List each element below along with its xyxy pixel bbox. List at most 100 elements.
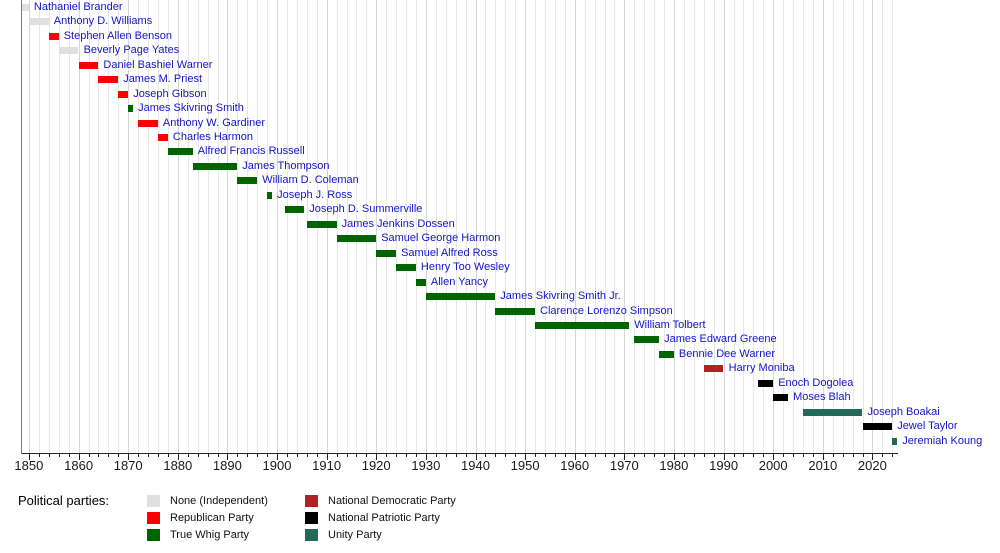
- gridline: [108, 0, 110, 453]
- axis-tick: [286, 454, 288, 457]
- person-name-link[interactable]: William Tolbert: [634, 318, 706, 331]
- gridline: [614, 0, 616, 453]
- axis-tick: [38, 454, 40, 457]
- axis-tick-label: 1860: [64, 458, 94, 473]
- axis-tick: [157, 454, 159, 457]
- gridline: [336, 0, 338, 453]
- gridline: [693, 0, 695, 453]
- term-bar: [376, 249, 396, 257]
- axis-tick: [644, 454, 646, 457]
- axis-tick: [177, 454, 179, 460]
- gridline: [435, 0, 437, 453]
- axis-tick: [574, 454, 576, 460]
- person-name-link[interactable]: Joseph Boakai: [867, 405, 940, 418]
- person-name-link[interactable]: Joseph J. Ross: [277, 188, 353, 201]
- axis-tick: [664, 454, 665, 457]
- axis-tick: [336, 454, 338, 457]
- legend-title: Political parties:: [18, 493, 110, 508]
- axis-tick: [793, 454, 794, 457]
- person-name-link[interactable]: James M. Priest: [123, 73, 203, 86]
- person-name-link[interactable]: Stephen Allen Benson: [63, 29, 172, 42]
- person-name-link[interactable]: William D. Coleman: [262, 174, 359, 187]
- axis-tick: [773, 454, 775, 460]
- person-name-link[interactable]: Moses Blah: [793, 391, 851, 404]
- gridline: [386, 0, 388, 453]
- person-name-link[interactable]: James Jenkins Dossen: [341, 217, 455, 230]
- gridline: [376, 0, 378, 453]
- gridline: [38, 0, 40, 453]
- axis-tick: [237, 454, 239, 457]
- term-bar: [892, 437, 898, 445]
- gridline: [48, 0, 50, 453]
- person-name-link[interactable]: Samuel Alfred Ross: [401, 246, 498, 259]
- axis-tick-label: 1940: [461, 458, 490, 473]
- person-name-link[interactable]: Jeremiah Koung: [902, 434, 983, 447]
- axis-tick: [535, 454, 536, 457]
- person-name-link[interactable]: Clarence Lorenzo Simpson: [540, 304, 673, 317]
- axis-tick: [683, 454, 685, 457]
- axis-tick: [594, 454, 596, 457]
- axis-tick: [495, 454, 497, 457]
- person-name-link[interactable]: Enoch Dogolea: [778, 376, 854, 389]
- term-bar: [118, 90, 129, 98]
- gridline: [753, 0, 755, 453]
- gridline: [812, 0, 814, 453]
- gridline: [197, 0, 199, 453]
- gridline: [296, 0, 298, 453]
- axis-tick-label: 1870: [113, 458, 143, 473]
- gridline: [396, 0, 398, 453]
- axis-tick-label: 1970: [609, 458, 639, 473]
- axis-tick: [78, 454, 80, 460]
- gridline: [892, 0, 894, 453]
- gridline: [148, 0, 149, 453]
- person-name-link[interactable]: Joseph Gibson: [133, 87, 207, 100]
- axis-tick: [465, 454, 467, 457]
- person-name-link[interactable]: Anthony W. Gardiner: [162, 116, 265, 129]
- axis-tick: [425, 454, 427, 460]
- person-name-link[interactable]: Joseph D. Summerville: [309, 203, 423, 216]
- person-name-link[interactable]: Henry Too Wesley: [420, 261, 510, 274]
- gridline: [624, 0, 626, 453]
- gridline: [822, 0, 824, 453]
- gridline: [58, 0, 60, 453]
- gridline: [842, 0, 844, 453]
- gridline: [455, 0, 457, 453]
- axis-tick: [624, 454, 626, 460]
- axis-tick: [892, 454, 894, 457]
- term-bar: [78, 61, 99, 69]
- person-name-link[interactable]: Anthony D. Williams: [53, 15, 153, 28]
- person-name-link[interactable]: Nathaniel Brander: [33, 0, 123, 13]
- axis-tick: [733, 454, 735, 457]
- person-name-link[interactable]: Jewel Taylor: [897, 420, 958, 433]
- person-name-link[interactable]: Bennie Dee Warner: [678, 347, 776, 360]
- gridline: [267, 0, 269, 453]
- person-name-link[interactable]: Allen Yancy: [430, 275, 488, 288]
- person-name-link[interactable]: Samuel George Harmon: [381, 232, 501, 245]
- person-name-link[interactable]: James Thompson: [242, 159, 330, 172]
- gridline: [664, 0, 665, 453]
- gridline: [227, 0, 229, 453]
- person-name-link[interactable]: Daniel Bashiel Warner: [103, 58, 213, 71]
- gridline: [445, 0, 447, 453]
- legend-swatch-none: [147, 495, 160, 507]
- axis-tick: [247, 454, 249, 457]
- gridline: [207, 0, 209, 453]
- axis-tick: [366, 454, 368, 457]
- axis-tick: [406, 454, 407, 457]
- gridline: [832, 0, 834, 453]
- person-name-link[interactable]: Alfred Francis Russell: [197, 145, 305, 158]
- x-axis-line: [21, 453, 898, 454]
- axis-tick-label: 1960: [560, 458, 590, 473]
- person-name-link[interactable]: Charles Harmon: [172, 130, 253, 143]
- term-bar: [773, 394, 789, 402]
- term-bar: [659, 350, 674, 358]
- person-name-link[interactable]: James Skivring Smith: [138, 102, 244, 114]
- person-name-link[interactable]: James Edward Greene: [664, 333, 777, 346]
- gridline: [763, 0, 765, 453]
- gridline: [743, 0, 745, 453]
- person-name-link[interactable]: Harry Moniba: [728, 362, 795, 375]
- person-name-link[interactable]: Beverly Page Yates: [83, 44, 180, 57]
- axis-tick: [872, 454, 874, 460]
- person-name-link[interactable]: James Skivring Smith Jr.: [500, 290, 621, 302]
- gridline: [525, 0, 527, 453]
